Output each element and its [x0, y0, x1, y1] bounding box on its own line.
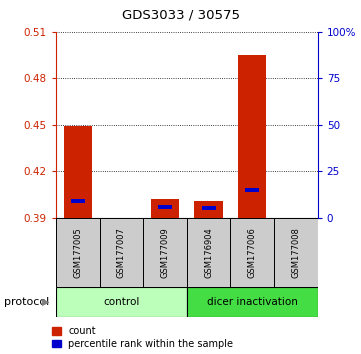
Bar — [195, 201, 223, 218]
Legend: count, percentile rank within the sample: count, percentile rank within the sample — [52, 326, 233, 349]
Bar — [201, 206, 216, 210]
Text: GSM177005: GSM177005 — [73, 227, 82, 278]
Bar — [143, 218, 187, 287]
Bar — [100, 218, 143, 287]
Bar — [187, 218, 230, 287]
Bar — [56, 218, 100, 287]
Bar — [230, 218, 274, 287]
Bar — [187, 287, 318, 317]
Text: GDS3033 / 30575: GDS3033 / 30575 — [122, 9, 239, 22]
Text: GSM177008: GSM177008 — [291, 227, 300, 278]
Text: GSM176904: GSM176904 — [204, 227, 213, 278]
Text: GSM177009: GSM177009 — [161, 227, 170, 278]
Text: GSM177007: GSM177007 — [117, 227, 126, 278]
Text: dicer inactivation: dicer inactivation — [207, 297, 298, 307]
Text: control: control — [103, 297, 140, 307]
Bar — [245, 188, 259, 192]
Text: ▶: ▶ — [42, 297, 49, 307]
Text: GSM177006: GSM177006 — [248, 227, 257, 278]
Bar — [158, 205, 172, 209]
Bar — [151, 199, 179, 218]
Bar — [274, 218, 318, 287]
Text: protocol: protocol — [4, 297, 49, 307]
Bar — [238, 55, 266, 218]
Bar — [64, 126, 92, 218]
Bar — [56, 287, 187, 317]
Bar — [71, 199, 85, 202]
